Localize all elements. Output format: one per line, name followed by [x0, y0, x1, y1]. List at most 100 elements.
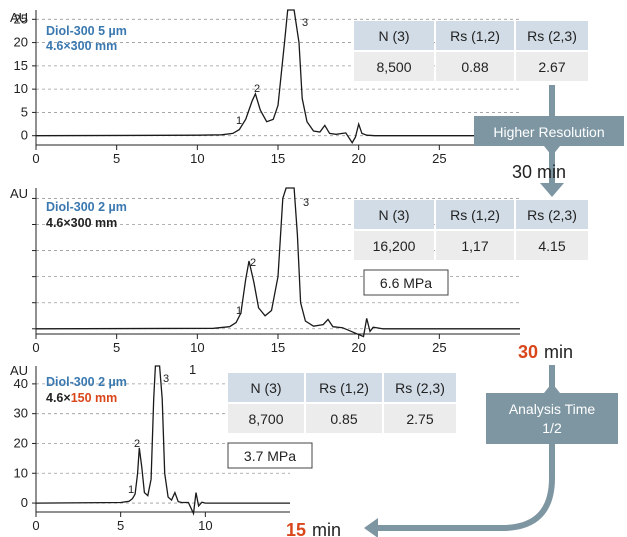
panel-1-column-dimensions: 4.6×300 mm — [46, 39, 117, 53]
callout-text-line-1: Analysis Time — [509, 401, 596, 417]
panel-2-pressure-box: 6.6 MPa — [363, 269, 449, 296]
panel-1-table-header-cell — [516, 21, 588, 50]
panel-3-peak-label-1: 1 — [128, 484, 134, 496]
panel-3-table-header: Rs (2,3) — [395, 380, 445, 396]
panel-2-table-body-cell — [436, 231, 514, 260]
panel-3-peak-label-2: 2 — [134, 438, 140, 450]
panel-1-table-body-cell — [354, 52, 434, 81]
panel-3-table-body-cell — [228, 404, 304, 433]
panel-2-table-header-cell — [436, 200, 514, 229]
panel-1-peak-label-2: 2 — [254, 83, 260, 95]
panel-1-x-tick-label: 25 — [432, 151, 446, 166]
panel-1-analysis-time: 30 min — [512, 162, 566, 182]
panel-1-table-header: Rs (1,2) — [450, 28, 500, 44]
panel-2-table-header: N (3) — [378, 207, 409, 223]
panel-3-x-tick-label: 0 — [32, 518, 39, 533]
panel-1-y-tick-label: 20 — [14, 35, 28, 50]
panel-1-table-header: Rs (2,3) — [527, 28, 577, 44]
panel-1-table-body-cell — [516, 52, 588, 81]
panel-1-table-value: 0.88 — [461, 59, 488, 75]
panel-3-y-tick-label: 20 — [14, 435, 28, 450]
panel-1-x-tick-label: 15 — [271, 151, 285, 166]
panel-1-x-tick-label: 5 — [113, 151, 120, 166]
panel-3-pressure: 3.7 MPa — [244, 448, 296, 464]
panel-1-y-tick-label: 0 — [21, 128, 28, 143]
panel-3-table-header: Rs (1,2) — [319, 380, 369, 396]
panel-1-table-header-cell — [354, 21, 434, 50]
panel-2-table-header: Rs (2,3) — [527, 207, 577, 223]
callout-text: Higher Resolution — [493, 124, 604, 140]
analysis-time-arrowhead — [364, 518, 378, 537]
panel-2-peak-label-1: 1 — [236, 305, 242, 317]
panel-1-y-tick-label: 5 — [21, 104, 28, 119]
panel-3-stray-label: 1 — [189, 362, 196, 377]
panel-2-table: N (3) Rs (1,2) Rs (2,3) 16,200 1,17 4.15 — [354, 200, 588, 260]
panel-2-x-tick-label: 10 — [190, 340, 204, 355]
panel-1-y-tick-label: 15 — [14, 58, 28, 73]
panel-2-x-ticks: 0 5 10 15 20 25 — [32, 334, 447, 355]
analysis-time-callout: Analysis Time 1/2 — [486, 383, 618, 444]
panel-1-y-axis-label: AU — [10, 10, 28, 25]
panel-2-x-tick-label: 25 — [432, 340, 446, 355]
panel-3-table-header-cell — [228, 373, 304, 402]
panel-2-table-value: 16,200 — [373, 238, 416, 254]
panel-1-table-header: N (3) — [378, 28, 409, 44]
panel-2-table-value: 1,17 — [461, 238, 488, 254]
panel-3-table-header-cell — [384, 373, 456, 402]
callout-box — [486, 383, 618, 444]
panel-1-column-name: Diol-300 5 µm — [46, 24, 127, 38]
panel-1-peak-label-3: 3 — [302, 17, 308, 29]
panel-2-peak-label-2: 2 — [250, 257, 256, 269]
panel-3-x-tick-label: 5 — [117, 518, 124, 533]
panel-3-x-tick-label: 10 — [198, 518, 212, 533]
higher-resolution-arrowhead — [540, 183, 564, 197]
panel-2-table-body-cell — [516, 231, 588, 260]
panel-1-table-body-cell — [436, 52, 514, 81]
panel-2-table-header-cell — [354, 200, 434, 229]
panel-3-table-body-cell — [384, 404, 456, 433]
panel-1-table: N (3) Rs (1,2) Rs (2,3) 8,500 0.88 2.67 — [354, 21, 588, 81]
panel-2-peak-label-3: 3 — [303, 197, 309, 209]
panel-1-table-value: 2.67 — [538, 59, 565, 75]
panel-3-pressure-box: 3.7 MPa — [227, 442, 313, 469]
panel-2-x-tick-label: 0 — [32, 340, 39, 355]
panel-1-x-tick-label: 0 — [32, 151, 39, 166]
panel-2-y-axis-label: AU — [10, 186, 28, 201]
panel-2-pressure: 6.6 MPa — [380, 275, 432, 291]
panel-3-table-value: 8,700 — [248, 411, 283, 427]
panel-3-y-tick-label: 0 — [21, 495, 28, 510]
callout-text-line-2: 1/2 — [542, 420, 562, 436]
panel-3-column-name: Diol-300 2 µm — [46, 375, 127, 389]
panel-2-column-dimensions: 4.6×300 mm — [46, 216, 117, 230]
panel-2-table-value: 4.15 — [538, 238, 565, 254]
panel-2-trace — [35, 187, 520, 338]
panel-2-x-tick-label: 20 — [351, 340, 365, 355]
panel-3-table-header: N (3) — [250, 380, 281, 396]
panel-3-table-value: 2.75 — [406, 411, 433, 427]
panel-3-y-tick-labels: 40 30 20 10 0 — [14, 376, 36, 510]
panel-1-peak-label-1: 1 — [236, 115, 242, 127]
panel-3-y-tick-label: 30 — [14, 406, 28, 421]
panel-1-x-tick-label: 10 — [190, 151, 204, 166]
panel-3-y-tick-label: 10 — [14, 465, 28, 480]
panel-2-x-tick-label: 5 — [113, 340, 120, 355]
panel-3-column-dimensions: 4.6×150 mm — [46, 391, 117, 405]
panel-1-y-tick-labels: 25 20 15 10 5 0 — [14, 11, 36, 143]
panel-2-table-header-cell — [516, 200, 588, 229]
higher-resolution-callout: Higher Resolution — [474, 116, 624, 156]
panel-1-x-ticks: 0 5 10 15 20 25 — [32, 145, 447, 166]
panel-1-table-header-cell — [436, 21, 514, 50]
panel-3-table-body-cell — [306, 404, 382, 433]
panel-3-y-tick-label: 40 — [14, 376, 28, 391]
panel-1-table-value: 8,500 — [376, 59, 411, 75]
panel-2-column-name: Diol-300 2 µm — [46, 200, 127, 214]
panel-3-table: N (3) Rs (1,2) Rs (2,3) 8,700 0.85 2.75 — [228, 373, 456, 433]
panel-2-analysis-time: 30 min — [518, 342, 573, 362]
panel-3-peak-label-3: 3 — [163, 373, 169, 385]
panel-3-y-axis-label: AU — [10, 363, 28, 378]
panel-2-x-tick-label: 15 — [271, 340, 285, 355]
panel-2-y-tick-labels — [32, 197, 36, 330]
panel-3-analysis-time: 15 min — [286, 520, 341, 537]
